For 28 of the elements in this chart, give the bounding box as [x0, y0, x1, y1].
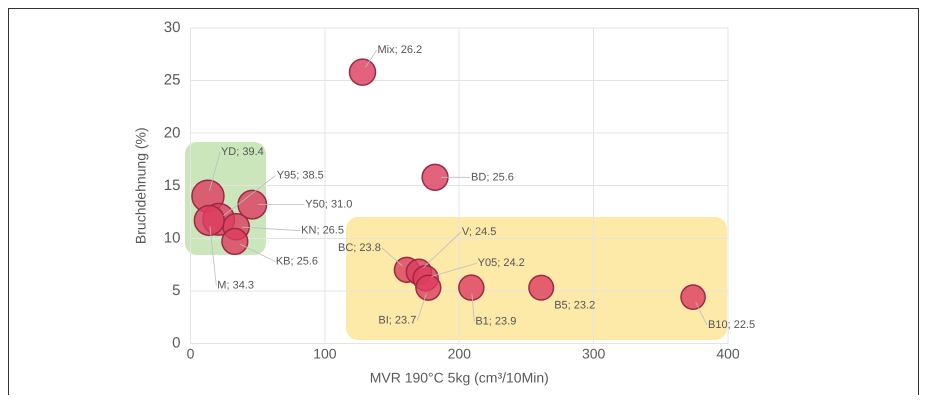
x-tick-label: 0 [186, 346, 195, 362]
annotation: YD; 39.4 [220, 146, 264, 158]
annotation: Y05; 24.2 [478, 257, 525, 270]
x-tick-label: 300 [582, 346, 606, 362]
annotation: KB; 25.6 [276, 255, 318, 268]
annotation: B1; 23.9 [475, 316, 516, 328]
annotation: Mix; 26.2 [377, 44, 422, 56]
y-axis-title: Bruchdehnung (%) [132, 127, 148, 244]
annotation: BI; 23.7 [378, 314, 416, 327]
annotation: V; 24.5 [462, 226, 496, 238]
x-tick-label: 200 [448, 346, 472, 362]
y-tick-label: 25 [164, 72, 180, 89]
annotation: B5; 23.2 [554, 300, 596, 312]
annotation: BD; 25.6 [471, 171, 514, 184]
y-tick-label: 15 [164, 176, 180, 194]
y-tick-label: 10 [164, 229, 180, 246]
y-tick-label: 20 [164, 124, 180, 142]
annotation: Y95; 38.5 [276, 169, 324, 182]
annotation: KN; 26.5 [301, 224, 344, 237]
annotation: BC; 23.8 [338, 242, 381, 254]
annotation: Y50; 31.0 [305, 198, 352, 211]
annotation: B10; 22.5 [708, 319, 756, 332]
x-axis-title: MVR 190°C 5kg (cm³/10Min) [370, 369, 549, 386]
y-tick-label: 30 [164, 19, 180, 36]
x-tick-label: 100 [313, 346, 337, 362]
annotation: M; 34.3 [217, 279, 254, 292]
y-tick-label: 5 [172, 282, 180, 299]
x-tick-label: 400 [716, 346, 740, 362]
